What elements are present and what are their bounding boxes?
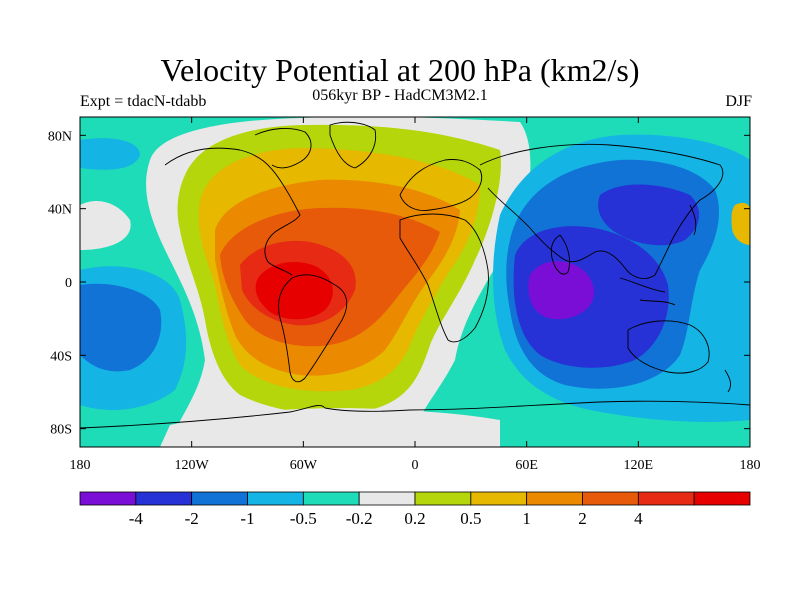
contour-field	[80, 117, 750, 447]
chart-title: Velocity Potential at 200 hPa (km2/s)	[160, 52, 640, 88]
axis-ticks: 180 120W 60W 0 60E 120E 180 80N 40N 0 40S 80S	[48, 117, 761, 473]
colorbar-label: 2	[578, 509, 587, 528]
coast-australia	[627, 320, 710, 374]
field-band-neg2-north	[598, 184, 700, 246]
colorbar-swatch	[470, 491, 528, 506]
x-tick-label: 60E	[515, 458, 538, 473]
coast-europe	[399, 159, 483, 211]
colorbar-label: 4	[634, 509, 643, 528]
colorbar-swatch	[302, 491, 360, 506]
x-tick-label: 120W	[175, 458, 210, 473]
colorbar-swatch	[79, 491, 137, 506]
colorbar-label: -4	[129, 509, 144, 528]
y-tick-label: 80N	[48, 129, 72, 144]
coast-indonesia	[619, 277, 676, 306]
coastlines	[80, 121, 750, 429]
y-tick-label: 0	[65, 276, 72, 291]
coast-japan	[689, 204, 697, 236]
x-tick-label: 180	[70, 458, 91, 473]
colorbar-swatch	[637, 491, 695, 506]
colorbar-label: -1	[240, 509, 254, 528]
coast-new-zealand	[724, 369, 732, 393]
chart-subtitle: 056kyr BP - HadCM3M2.1	[312, 87, 488, 104]
experiment-label: Expt = tdacN-tdabb	[80, 93, 207, 110]
coast-arctic-canada	[254, 128, 312, 169]
colorbar-swatch	[358, 491, 416, 506]
field-band-neutral-south	[160, 408, 500, 447]
coast-india	[550, 234, 571, 275]
y-tick-label: 80S	[50, 423, 72, 438]
colorbar-swatch	[135, 491, 193, 506]
colorbar-label: -0.2	[346, 509, 373, 528]
colorbar-label: 0.2	[404, 509, 425, 528]
field-band-neutral-west	[80, 200, 131, 250]
colorbar-label: 1	[522, 509, 531, 528]
colorbar: -4 -2 -1 -0.5 -0.2 0.2 0.5 1 2 4	[79, 491, 751, 528]
field-band-neg4	[528, 261, 595, 320]
x-tick-label: 120E	[624, 458, 654, 473]
colorbar-label: -2	[185, 509, 199, 528]
coast-africa	[399, 213, 489, 343]
y-tick-label: 40S	[50, 349, 72, 364]
colorbar-label: -0.5	[290, 509, 317, 528]
x-tick-label: 0	[412, 458, 419, 473]
coast-greenland	[329, 121, 377, 169]
x-tick-label: 60W	[290, 458, 318, 473]
season-label: DJF	[725, 93, 752, 110]
x-tick-label: 180	[740, 458, 761, 473]
coast-antarctica	[80, 400, 750, 429]
colorbar-swatch	[582, 491, 639, 506]
colorbar-swatch	[526, 491, 583, 506]
coast-south-america	[278, 274, 348, 383]
colorbar-label: 0.5	[460, 509, 481, 528]
y-tick-label: 40N	[48, 203, 72, 218]
colorbar-swatch	[191, 491, 248, 506]
field-band-neg05-arctic-west	[80, 138, 140, 170]
colorbar-swatch	[693, 491, 751, 506]
colorbar-swatch	[414, 491, 472, 506]
field-band-pos05-east	[731, 202, 750, 245]
coast-asia	[479, 143, 724, 279]
colorbar-swatch	[247, 491, 304, 506]
coast-north-america	[164, 147, 301, 276]
field-band-pos4	[255, 262, 333, 320]
field-band-neg1-west	[80, 283, 162, 372]
